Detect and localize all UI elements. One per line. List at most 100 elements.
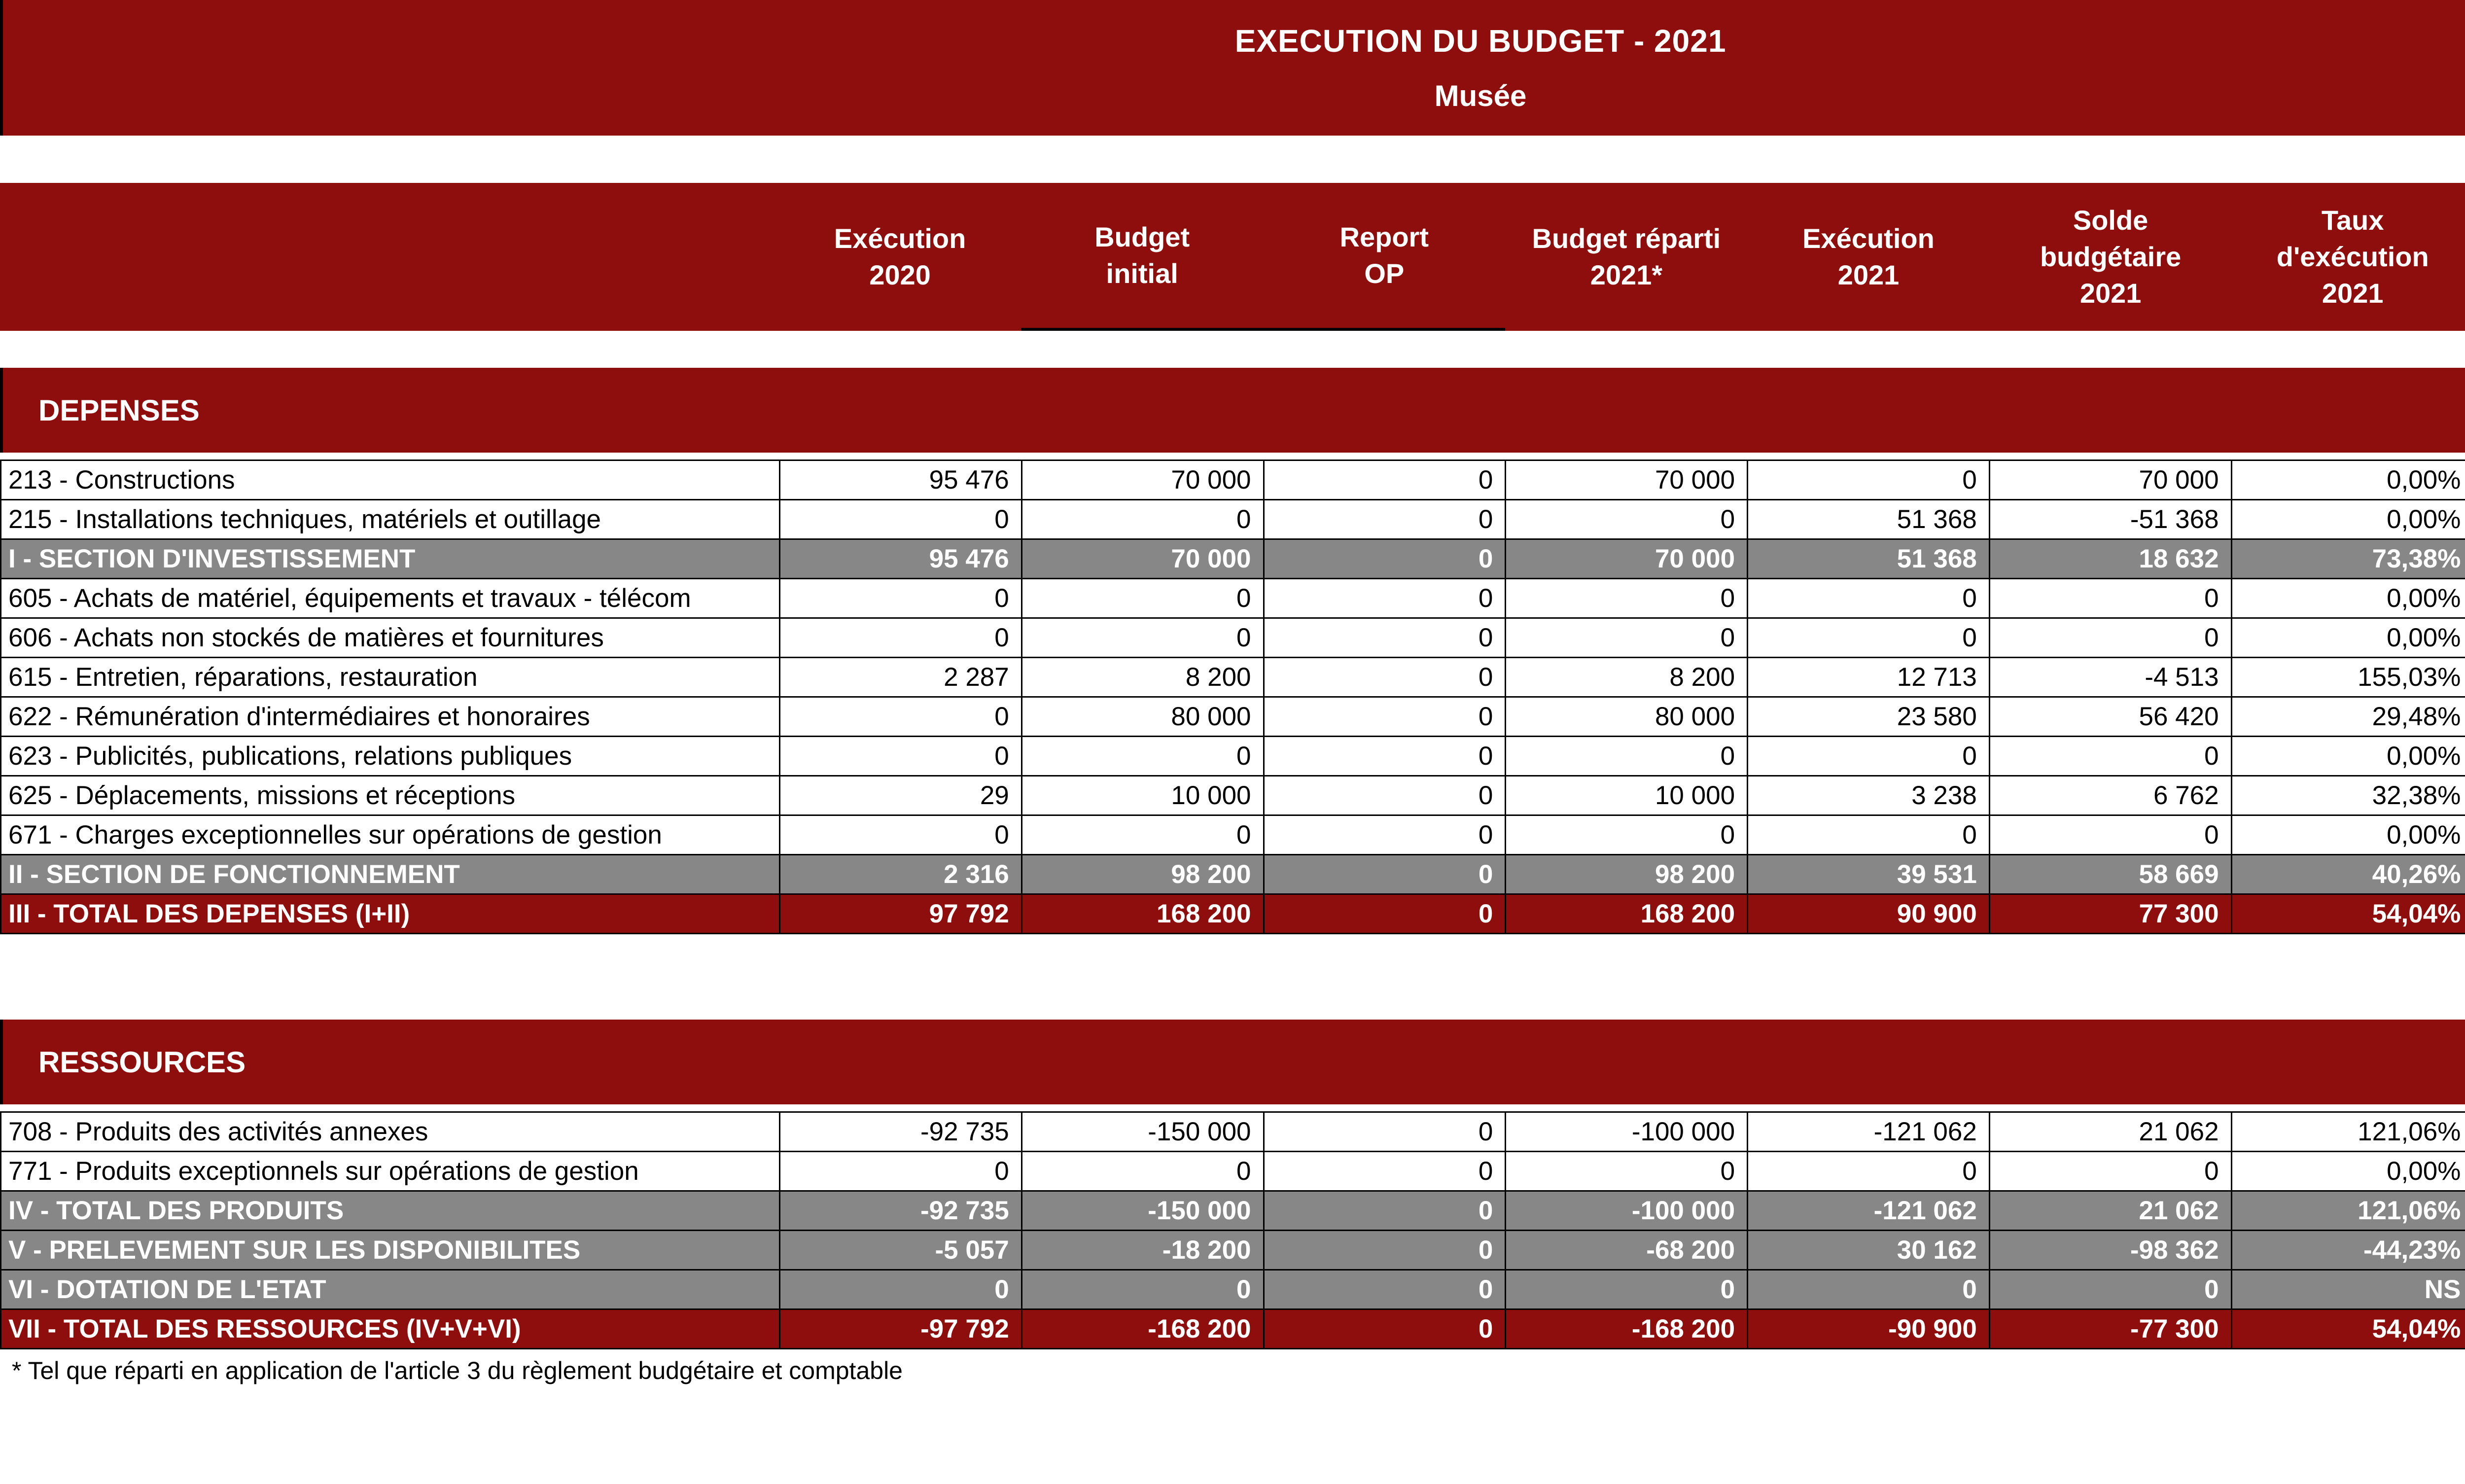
- table-cell: 40,26%: [2230, 854, 2465, 895]
- table-cell: 0: [1505, 499, 1749, 540]
- table-cell: -92 735: [779, 1111, 1022, 1152]
- table-cell: 0: [1263, 1308, 1507, 1349]
- table-cell: 0,00%: [2230, 578, 2465, 619]
- table-cell: -90 900: [1747, 1308, 1990, 1349]
- table-row: 213 - Constructions 95 476 70 000 0 70 000 0 7…: [0, 459, 2465, 500]
- table-cell: 0: [779, 1151, 1022, 1192]
- table-cell: 54,04%: [2230, 893, 2465, 934]
- table-row: VI - DOTATION DE L'ETAT000000NSNS0: [0, 1269, 2465, 1310]
- table-cell: 3 238: [1747, 775, 1990, 816]
- table-section: RESSOURCES 708 - Produits des activités a…: [0, 1020, 2465, 1349]
- table-cell: NS: [2230, 1269, 2465, 1310]
- table-cell: 0: [1263, 814, 1507, 855]
- table-cell: 0: [1263, 499, 1507, 540]
- budget-table: 708 - Produits des activités annexes -92 …: [0, 1111, 2465, 1349]
- table-sections: DEPENSES 213 - Constructions 95 476 70 000 0…: [0, 368, 2465, 1349]
- table-cell: 98 200: [1505, 854, 1749, 895]
- table-cell: 6 762: [1988, 775, 2232, 816]
- table-cell: 0: [1505, 617, 1749, 658]
- table-cell: -100 000: [1505, 1111, 1749, 1152]
- table-cell: 80 000: [1505, 696, 1749, 737]
- table-cell: 10 000: [1021, 775, 1265, 816]
- table-cell: 0: [1021, 1151, 1265, 1192]
- table-cell: 0,00%: [2230, 1151, 2465, 1192]
- table-cell: 39 531: [1747, 854, 1990, 895]
- table-cell: 0,00%: [2230, 814, 2465, 855]
- table-cell: 0: [1747, 617, 1990, 658]
- page: EXECUTION DU BUDGET - 2021 Musée Exécuti…: [0, 0, 2465, 1384]
- table-cell: 23 580: [1747, 696, 1990, 737]
- table-cell: 0: [1988, 578, 2232, 619]
- table-cell: 0: [1021, 617, 1265, 658]
- table-cell: 77 300: [1988, 893, 2232, 934]
- table-cell: 0: [1747, 459, 1990, 500]
- table-cell: 0: [1988, 1269, 2232, 1310]
- table-cell: 10 000: [1505, 775, 1749, 816]
- table-cell: 90 900: [1747, 893, 1990, 934]
- table-cell: 0: [1263, 1230, 1507, 1271]
- table-cell: 0: [1747, 1269, 1990, 1310]
- table-cell: 0: [1505, 578, 1749, 619]
- table-cell: -68 200: [1505, 1230, 1749, 1271]
- table-cell: -168 200: [1021, 1308, 1265, 1349]
- table-cell: 0: [1988, 617, 2232, 658]
- table-cell: -121 062: [1747, 1111, 1990, 1152]
- table-cell: 29,48%: [2230, 696, 2465, 737]
- table-cell: -44,23%: [2230, 1230, 2465, 1271]
- row-label: 671 - Charges exceptionnelles sur opérat…: [0, 814, 780, 855]
- table-cell: 12 713: [1747, 657, 1990, 698]
- row-label: 622 - Rémunération d'intermédiaires et h…: [0, 696, 780, 737]
- table-cell: -150 000: [1021, 1190, 1265, 1231]
- table-cell: 8 200: [1505, 657, 1749, 698]
- table-cell: 0,00%: [2230, 499, 2465, 540]
- table-row: 708 - Produits des activités annexes -92 …: [0, 1111, 2465, 1152]
- table-row: 671 - Charges exceptionnelles sur opérat…: [0, 814, 2465, 855]
- table-cell: 0: [1263, 893, 1507, 934]
- column-header: Exécution 2021: [1802, 223, 1935, 290]
- table-cell: 0: [779, 499, 1022, 540]
- table-cell: 0: [1263, 578, 1507, 619]
- table-cell: 0: [1505, 1269, 1749, 1310]
- table-cell: 54,04%: [2230, 1308, 2465, 1349]
- table-cell: -121 062: [1747, 1190, 1990, 1231]
- row-label: I - SECTION D'INVESTISSEMENT: [0, 538, 780, 579]
- table-cell: 97 792: [779, 893, 1022, 934]
- row-label: 623 - Publicités, publications, relation…: [0, 736, 780, 777]
- row-label: 213 - Constructions: [0, 459, 780, 500]
- table-cell: 0: [1505, 1151, 1749, 1192]
- table-row: 215 - Installations techniques, matériel…: [0, 499, 2465, 540]
- table-cell: -5 057: [779, 1230, 1022, 1271]
- table-cell: 121,06%: [2230, 1111, 2465, 1152]
- table-cell: 0: [1988, 1151, 2232, 1192]
- table-cell: 0: [1988, 814, 2232, 855]
- table-cell: 0,00%: [2230, 736, 2465, 777]
- table-cell: 0: [1263, 657, 1507, 698]
- section-banner: DEPENSES: [0, 368, 2465, 453]
- table-row: VII - TOTAL DES RESSOURCES (IV+V+VI) -97 …: [0, 1308, 2465, 1349]
- table-row: 622 - Rémunération d'intermédiaires et h…: [0, 696, 2465, 737]
- footnote: * Tel que réparti en application de l'ar…: [12, 1357, 903, 1384]
- table-cell: 0: [1988, 736, 2232, 777]
- row-label: III - TOTAL DES DEPENSES (I+II): [0, 893, 780, 934]
- table-cell: -168 200: [1505, 1308, 1749, 1349]
- table-cell: 0: [1747, 1151, 1990, 1192]
- column-header: Report OP: [1263, 183, 1506, 331]
- table-cell: 58 669: [1988, 854, 2232, 895]
- table-row: IV - TOTAL DES PRODUITS -92 735 -150 000 0-…: [0, 1190, 2465, 1231]
- table-cell: 0: [779, 814, 1022, 855]
- table-cell: 29: [779, 775, 1022, 816]
- table-row: I - SECTION D'INVESTISSEMENT 95 476 70 000…: [0, 538, 2465, 579]
- column-header-row: Exécution 2020 Budget initial Report OP Bud…: [0, 183, 2465, 331]
- section-banner: RESSOURCES: [0, 1020, 2465, 1104]
- table-cell: 0: [779, 696, 1022, 737]
- table-cell: 0: [1263, 1111, 1507, 1152]
- table-cell: 0: [1263, 775, 1507, 816]
- table-cell: 0: [1263, 1190, 1507, 1231]
- table-cell: 73,38%: [2230, 538, 2465, 579]
- table-cell: 2 287: [779, 657, 1022, 698]
- table-row: III - TOTAL DES DEPENSES (I+II) 97 792 168…: [0, 893, 2465, 934]
- row-label: II - SECTION DE FONCTIONNEMENT: [0, 854, 780, 895]
- table-cell: 98 200: [1021, 854, 1265, 895]
- row-label: VII - TOTAL DES RESSOURCES (IV+V+VI): [0, 1308, 780, 1349]
- table-cell: -97 792: [779, 1308, 1022, 1349]
